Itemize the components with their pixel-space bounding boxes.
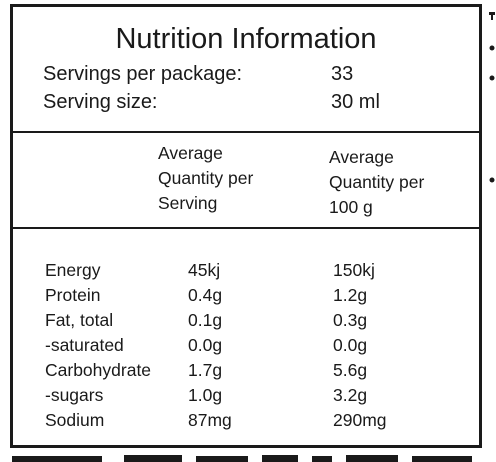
nutrition-panel: Nutrition Information Servings per packa… (10, 4, 482, 448)
table-row: -saturated 0.0g 0.0g (13, 333, 479, 357)
per-100-value: 290mg (333, 410, 387, 430)
cropped-text-fragments (489, 12, 495, 183)
per-100-value: 150kj (333, 260, 375, 280)
per-100-value: 5.6g (333, 360, 368, 380)
column-header-per-100: Average Quantity per 100 g (329, 145, 424, 220)
panel-title: Nutrition Information (115, 23, 377, 55)
table-row: -sugars 1.0g 3.2g (13, 383, 479, 407)
nutrient-name: Energy (45, 260, 101, 280)
per-100-value: 3.2g (333, 385, 368, 405)
header-line: Quantity per (158, 168, 254, 188)
nutrient-name: Carbohydrate (45, 360, 152, 380)
table-row: Fat, total 0.1g 0.3g (13, 308, 479, 332)
per-serving-value: 0.1g (188, 310, 223, 330)
table-row: Sodium 87mg 290mg (13, 408, 479, 432)
per-100-value: 0.3g (333, 310, 368, 330)
nutrient-name: Fat, total (45, 310, 114, 330)
per-serving-value: 0.4g (188, 285, 223, 305)
per-100-value: 1.2g (333, 285, 368, 305)
per-100-value: 0.0g (333, 335, 368, 355)
per-serving-value: 45kj (188, 260, 221, 280)
per-serving-value: 1.7g (188, 360, 223, 380)
header-line: 100 g (329, 197, 373, 217)
header-line: Average (329, 147, 394, 167)
column-header-per-serving: Average Quantity per Serving (158, 141, 253, 216)
divider (13, 227, 479, 229)
servings-label: Servings per package: (43, 63, 243, 85)
table-row: Energy 45kj 150kj (13, 258, 479, 282)
serving-size-value: 30 ml (331, 91, 380, 113)
table-row: Protein 0.4g 1.2g (13, 283, 479, 307)
per-serving-value: 1.0g (188, 385, 223, 405)
header-line: Quantity per (329, 172, 425, 192)
cropped-text-fragments (12, 455, 472, 462)
nutrient-name: -saturated (45, 335, 124, 355)
header-line: Average (158, 143, 223, 163)
serving-size-label: Serving size: (43, 91, 158, 113)
per-serving-value: 87mg (188, 410, 232, 430)
nutrient-name: -sugars (45, 385, 104, 405)
servings-value: 33 (331, 63, 354, 85)
nutrient-name: Sodium (45, 410, 105, 430)
header-line: Serving (158, 193, 218, 213)
nutrient-name: Protein (45, 285, 101, 305)
per-serving-value: 0.0g (188, 335, 223, 355)
divider (13, 131, 479, 133)
table-row: Carbohydrate 1.7g 5.6g (13, 358, 479, 382)
